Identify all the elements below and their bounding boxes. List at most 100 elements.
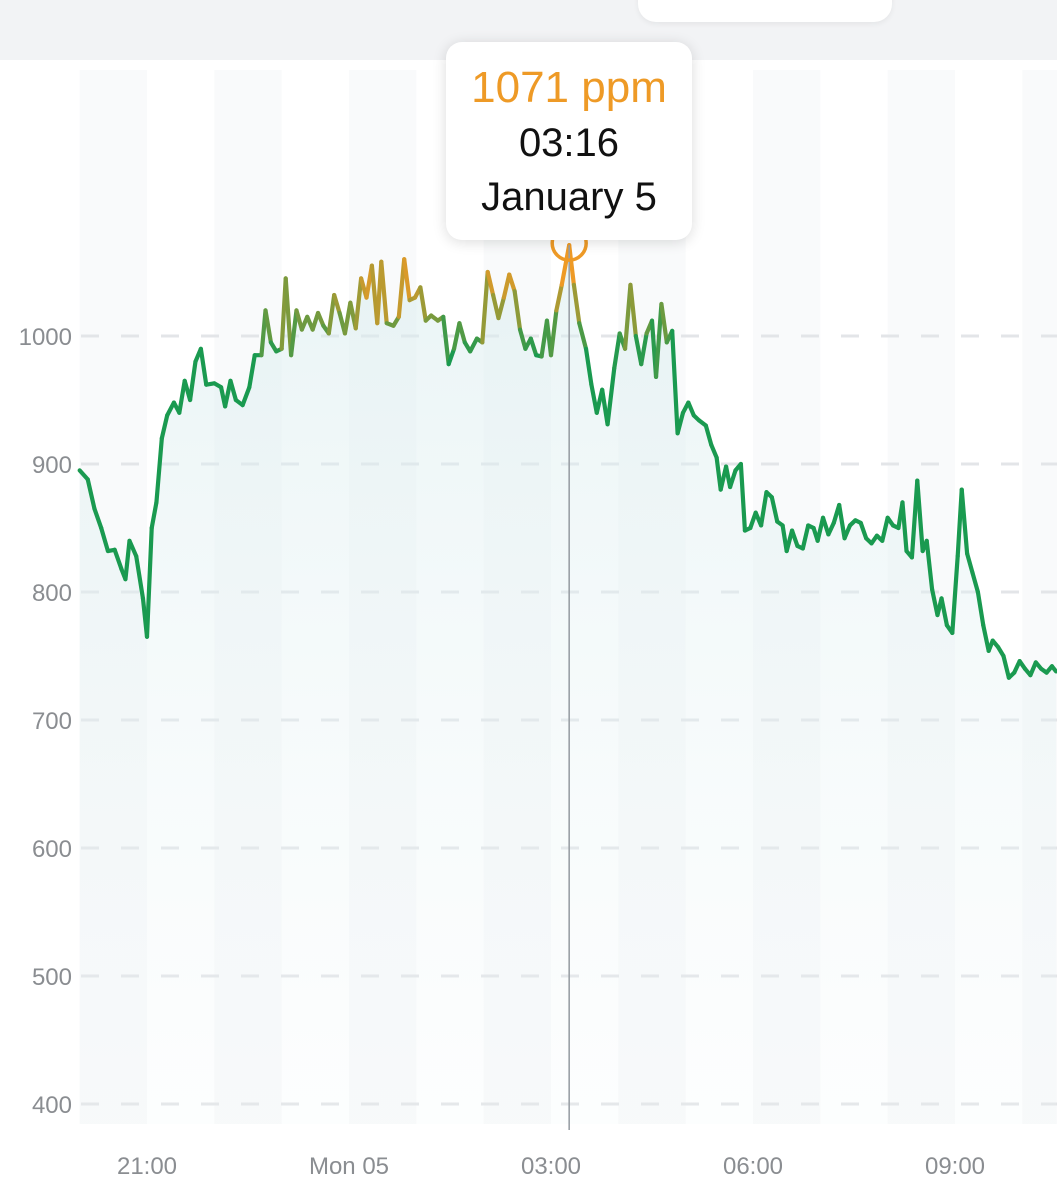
line-segment xyxy=(554,282,564,313)
line-segment xyxy=(728,468,738,490)
line-segment xyxy=(99,525,111,554)
line-segment xyxy=(675,410,686,436)
line-segment xyxy=(981,623,991,653)
line-segment xyxy=(85,477,97,511)
y-tick-label: 800 xyxy=(32,580,72,607)
line-segment xyxy=(326,292,337,336)
line-segment xyxy=(198,346,209,387)
line-segment xyxy=(480,269,490,345)
line-segment xyxy=(187,359,198,403)
line-segment xyxy=(159,413,170,441)
line-segment xyxy=(418,285,428,323)
line-segment xyxy=(900,500,909,554)
line-segment xyxy=(332,292,342,316)
line-segment xyxy=(283,276,294,358)
line-segment xyxy=(670,328,680,436)
line-segment xyxy=(605,365,617,427)
line-segment xyxy=(858,520,869,541)
line-segment xyxy=(528,336,539,358)
line-segment xyxy=(457,321,467,345)
value-tooltip: 1071 ppm 03:16 January 5 xyxy=(446,42,692,240)
y-tick-label: 900 xyxy=(32,452,72,479)
line-segment xyxy=(154,436,164,505)
line-segment xyxy=(939,596,950,628)
line-segment xyxy=(1001,653,1011,680)
line-segment xyxy=(826,520,836,537)
line-segment xyxy=(1049,664,1057,674)
line-segment xyxy=(950,554,960,636)
y-axis-labels: 400 500 600 700 800 900 1000 xyxy=(19,324,72,1119)
line-segment xyxy=(970,570,980,595)
line-segment xyxy=(880,515,890,543)
line-segment xyxy=(837,502,847,541)
line-segment xyxy=(127,538,139,559)
line-segment xyxy=(842,523,853,541)
line-segment xyxy=(800,523,811,551)
line-segment xyxy=(288,308,299,358)
line-segment xyxy=(548,308,559,358)
area-fill xyxy=(79,245,1056,1124)
line-segment xyxy=(396,257,407,319)
x-tick-label: 06:00 xyxy=(723,1153,783,1180)
y-tick-label: 700 xyxy=(32,708,72,735)
line-segment xyxy=(379,259,389,326)
line-segment xyxy=(441,314,451,367)
y-tick-label: 600 xyxy=(32,836,72,863)
line-segment xyxy=(134,554,146,601)
line-segment xyxy=(758,490,769,528)
line-segment xyxy=(686,400,696,418)
line-segment xyxy=(353,276,364,331)
line-segment xyxy=(247,353,257,390)
line-segment xyxy=(496,295,506,321)
line-segment xyxy=(228,378,238,403)
line-segment xyxy=(577,321,589,351)
line-segment xyxy=(965,551,975,575)
line-segment xyxy=(769,495,780,524)
y-tick-label: 500 xyxy=(32,964,72,991)
line-segment xyxy=(123,538,132,582)
line-segment xyxy=(263,308,273,345)
line-segment xyxy=(703,423,714,447)
line-segment xyxy=(512,289,523,332)
line-segment xyxy=(315,310,326,328)
tooltip-value: 1071 ppm xyxy=(471,63,667,112)
x-tick-label: 21:00 xyxy=(117,1153,177,1180)
line-segment xyxy=(149,500,159,531)
series-line xyxy=(77,243,1057,680)
line-segment xyxy=(738,461,748,533)
line-segment xyxy=(144,525,154,639)
line-segment xyxy=(468,336,480,354)
line-segment xyxy=(517,327,528,351)
line-segment xyxy=(789,528,800,549)
y-tick-label: 400 xyxy=(32,1092,72,1119)
x-tick-label: 09:00 xyxy=(925,1153,985,1180)
y-tick-label: 1000 xyxy=(19,324,72,351)
line-segment xyxy=(959,487,970,556)
line-segment xyxy=(240,385,252,408)
line-segment xyxy=(571,282,582,326)
line-segment xyxy=(975,589,986,628)
line-segment xyxy=(639,331,649,367)
line-segment xyxy=(583,346,594,387)
x-axis-labels: 21:00 Mon 05 03:00 06:00 09:00 xyxy=(117,1153,985,1180)
line-segment xyxy=(112,547,124,572)
line-segment xyxy=(709,442,719,460)
line-segment xyxy=(92,506,104,531)
line-segment xyxy=(446,346,457,367)
x-tick-label: 03:00 xyxy=(521,1153,581,1180)
line-segment xyxy=(659,301,669,345)
tooltip-date: January 5 xyxy=(481,175,657,219)
line-segment xyxy=(507,272,517,294)
line-segment xyxy=(485,269,496,298)
line-segment xyxy=(402,257,412,303)
line-segment xyxy=(628,282,638,339)
line-segment xyxy=(653,301,664,380)
tooltip-time: 03:16 xyxy=(518,121,620,165)
line-segment xyxy=(177,378,187,415)
line-segment xyxy=(915,478,925,554)
line-segment xyxy=(924,538,935,592)
line-segment xyxy=(612,331,622,371)
x-tick-label: Mon 05 xyxy=(309,1153,389,1180)
header-pill-button[interactable] xyxy=(638,0,892,22)
